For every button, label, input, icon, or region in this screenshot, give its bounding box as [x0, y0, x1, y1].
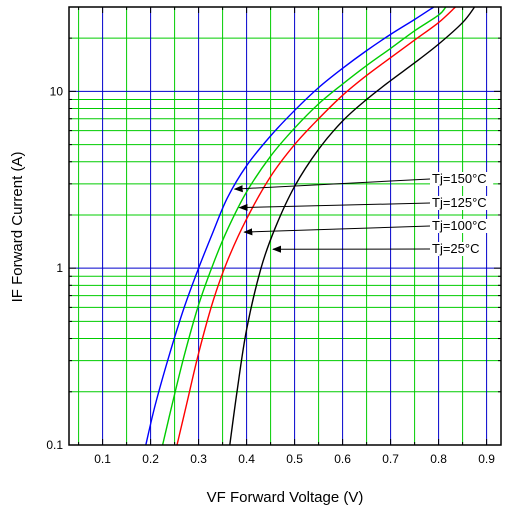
annotation-label-bg — [430, 172, 494, 186]
x-axis-title: VF Forward Voltage (V) — [207, 489, 364, 506]
y-tick-label: 10 — [50, 84, 64, 98]
series-line-3 — [176, 7, 456, 445]
annotation-label-bg — [430, 196, 494, 210]
x-tick-label: 0.1 — [94, 452, 111, 466]
x-tick-label: 0.6 — [334, 452, 351, 466]
annotation-arrow — [233, 178, 431, 193]
series-line-1 — [145, 7, 435, 445]
plot-frame — [68, 6, 502, 446]
x-tick-label: 0.4 — [238, 452, 255, 466]
annotation-label-bg — [430, 219, 494, 233]
x-tick-label: 0.3 — [190, 452, 207, 466]
annotation-label: Tj=125°C — [432, 195, 487, 210]
annotation-arrow — [243, 225, 431, 236]
series-layer — [145, 7, 476, 445]
minor-grid — [69, 7, 501, 445]
annotation-arrow — [238, 202, 431, 212]
x-tick-label: 0.5 — [286, 452, 303, 466]
y-tick-labels: 0.1 1 10 — [46, 84, 63, 452]
x-tick-labels: 0.1 0.2 0.3 0.4 0.5 0.6 0.7 0.8 0.9 — [94, 452, 495, 466]
annotations: Tj=150°C Tj=125°C Tj=100°C Tj=25°C — [233, 171, 494, 256]
annotation-label: Tj=100°C — [432, 218, 487, 233]
annotation-label: Tj=150°C — [432, 171, 487, 186]
annotation-label-bg — [430, 242, 486, 256]
series-line-2 — [161, 7, 447, 445]
x-tick-label: 0.8 — [430, 452, 447, 466]
y-axis-title: IF Forward Current (A) — [9, 152, 26, 303]
x-tick-label: 0.7 — [382, 452, 399, 466]
annotation-label: Tj=25°C — [432, 241, 479, 256]
x-tick-label: 0.9 — [478, 452, 495, 466]
x-tick-label: 0.2 — [142, 452, 159, 466]
axis-ticks — [69, 6, 501, 446]
y-tick-label: 0.1 — [46, 438, 63, 452]
y-tick-label: 1 — [56, 261, 63, 275]
series-line-4 — [229, 7, 476, 445]
